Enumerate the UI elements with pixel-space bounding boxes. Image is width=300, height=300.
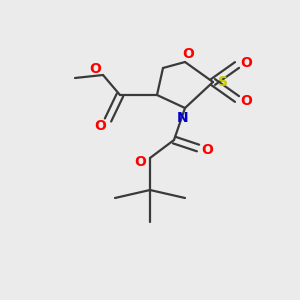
- Text: S: S: [218, 75, 228, 89]
- Text: O: O: [240, 56, 252, 70]
- Text: O: O: [134, 155, 146, 169]
- Text: O: O: [94, 119, 106, 133]
- Text: O: O: [182, 47, 194, 61]
- Text: O: O: [89, 62, 101, 76]
- Text: N: N: [177, 111, 189, 125]
- Text: O: O: [201, 143, 213, 157]
- Text: O: O: [240, 94, 252, 108]
